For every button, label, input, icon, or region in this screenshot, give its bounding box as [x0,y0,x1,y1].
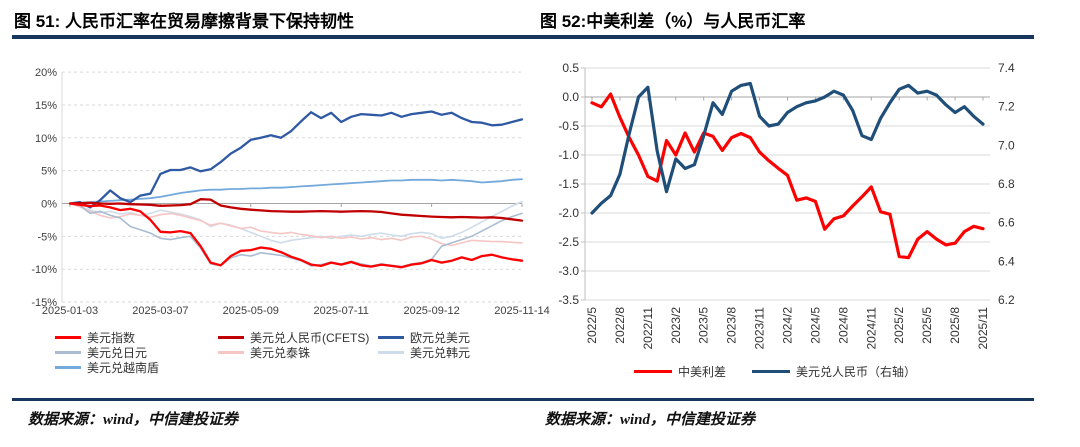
svg-text:6.6: 6.6 [998,216,1015,230]
spread-left-axis-labels: 0.5 0.0 -0.5 -1.0 -1.5 -2.0 -2.5 -3.0 -3.5 [558,61,579,307]
legend-item-usdthb: 美元兑泰铢 [218,344,378,361]
legend-label: 美元兑泰铢 [250,346,311,360]
svg-text:2024/11: 2024/11 [864,307,878,350]
svg-text:-5%: -5% [37,231,57,243]
series-line-1 [68,198,524,222]
legend-item-usdjpy: 美元兑日元 [55,344,218,361]
series-swatch-usdcny [752,369,790,374]
svg-text:-1.0: -1.0 [558,148,579,162]
svg-text:7.4: 7.4 [998,61,1015,75]
series-line-0 [590,92,985,260]
svg-text:-2.5: -2.5 [558,235,579,249]
legend-item-usdkrw: 美元兑韩元 [378,344,470,361]
legend-item-usd-index: 美元指数 [55,329,218,346]
svg-text:2024/8: 2024/8 [836,307,850,344]
legend-item-usdcny-right-axis: 美元兑人民币（右轴） [752,363,916,380]
svg-text:-2.0: -2.0 [558,206,579,220]
series-swatch-usdvnd [55,366,81,369]
svg-text:6.4: 6.4 [998,254,1015,268]
svg-text:2024/2: 2024/2 [781,307,795,344]
svg-text:2025-03-07: 2025-03-07 [132,305,188,317]
svg-text:7.2: 7.2 [998,100,1015,114]
legend-label: 中美利差 [677,365,726,379]
svg-text:2025-11-14: 2025-11-14 [494,305,549,317]
svg-text:2025-01-03: 2025-01-03 [42,305,98,317]
legend-label: 美元指数 [87,331,136,345]
svg-text:2022/8: 2022/8 [613,307,627,344]
series-line-1 [590,81,985,215]
figure-52-title: 图 52:中美利差（%）与人民币汇率 [540,12,806,31]
svg-text:-15%: -15% [31,297,57,309]
series-swatch-cn-us-spread [633,369,672,374]
legend-label: 美元兑越南盾 [87,361,160,375]
svg-text:2025/5: 2025/5 [920,307,934,344]
svg-text:2023/11: 2023/11 [753,307,767,350]
svg-text:-3.0: -3.0 [558,264,579,278]
series-line-6 [69,178,523,205]
svg-text:-3.5: -3.5 [558,293,579,307]
legend-label: 美元兑韩元 [410,346,471,360]
svg-text:2025/2: 2025/2 [892,307,906,344]
series-line-0 [68,202,524,269]
svg-text:0%: 0% [41,199,57,211]
svg-text:6.2: 6.2 [998,293,1015,307]
svg-text:0.0: 0.0 [562,90,579,104]
svg-text:2025-09-12: 2025-09-12 [403,305,459,317]
legend-item-usdvnd: 美元兑越南盾 [55,359,218,376]
legend-chart-51: 美元指数 美元兑人民币(CFETS) 欧元兑美元 美元兑日元 美元兑泰铢 [55,330,470,375]
series-swatch-eurusd [378,336,404,339]
legend-label: 欧元兑美元 [410,331,471,345]
spread-right-axis-labels: 7.4 7.2 7.0 6.8 6.6 6.4 6.2 [998,61,1015,307]
svg-text:20%: 20% [35,67,57,79]
footer-divider-rule [12,398,1034,401]
chart-rate-spread-cny: 0.5 0.0 -0.5 -1.0 -1.5 -2.0 -2.5 -3.0 -3.5 7.4 7.2… [558,61,1015,350]
svg-text:2023/8: 2023/8 [725,307,739,344]
fx-x-axis-labels: 2025-01-03 2025-03-07 2025-05-09 2025-07-11… [42,305,550,317]
svg-text:6.8: 6.8 [998,177,1015,191]
fx-gridlines [62,71,522,303]
chart-fx-vs-usd: 20%15%10%5%0%-5%-10%-15%2025-01-03 2025-0… [31,67,549,317]
svg-text:7.0: 7.0 [998,138,1015,152]
svg-text:-1.5: -1.5 [558,177,579,191]
title-divider-rule [12,35,1034,39]
legend-label: 美元兑日元 [87,346,148,360]
svg-text:2023/2: 2023/2 [669,307,683,344]
svg-text:2025/8: 2025/8 [948,307,962,344]
spread-gridlines [585,67,990,301]
spread-x-axis-labels: 2022/5 2022/8 2022/11 2023/2 2023/5 2023/8 202… [585,307,990,350]
svg-text:15%: 15% [35,100,57,112]
figure-51-source: 数据来源：wind，中信建投证券 [28,412,239,428]
svg-text:2022/11: 2022/11 [641,307,655,350]
svg-text:2023/5: 2023/5 [697,307,711,344]
svg-text:10%: 10% [35,133,57,145]
svg-text:2025-07-11: 2025-07-11 [313,305,368,317]
legend-item-eurusd: 欧元兑美元 [378,329,470,346]
legend-item-cn-us-spread: 中美利差 [633,363,726,380]
svg-text:-10%: -10% [31,264,57,276]
series-swatch-usdkrw [378,351,404,354]
figure-52-source: 数据来源：wind，中信建投证券 [545,412,756,428]
svg-text:2025/11: 2025/11 [976,307,990,350]
legend-label: 美元兑人民币（右轴） [796,365,917,379]
legend-label: 美元兑人民币(CFETS) [250,331,370,345]
svg-text:2022/5: 2022/5 [585,307,599,344]
svg-text:2024/5: 2024/5 [808,307,822,344]
legend-chart-52: 中美利差 美元兑人民币（右轴） [540,363,1010,380]
svg-text:2025-05-09: 2025-05-09 [223,305,279,317]
figure-51-title: 图 51: 人民币汇率在贸易摩擦背景下保持韧性 [14,12,355,31]
series-line-2 [68,110,524,209]
fx-y-axis-labels: 20% 15% 10% 5% 0% -5% -10% -15% [31,67,57,309]
legend-item-usdcny-cfets: 美元兑人民币(CFETS) [218,329,378,346]
series-swatch-usdjpy [55,351,81,354]
series-swatch-usdcny-cfets [218,336,244,339]
svg-text:0.5: 0.5 [562,61,579,75]
svg-text:5%: 5% [41,166,57,178]
series-swatch-usd-index [55,336,81,339]
series-swatch-usdthb [218,351,244,354]
svg-text:-0.5: -0.5 [558,119,579,133]
